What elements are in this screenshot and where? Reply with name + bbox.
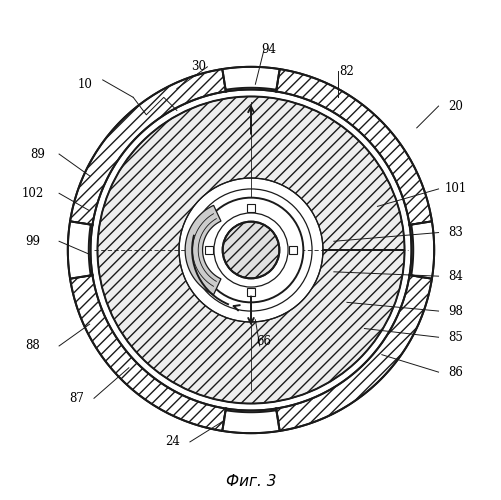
Bar xyxy=(247,204,254,212)
Text: 66: 66 xyxy=(256,335,271,348)
Text: 85: 85 xyxy=(448,330,462,344)
Text: 98: 98 xyxy=(448,304,462,318)
Circle shape xyxy=(222,222,279,278)
Polygon shape xyxy=(185,206,220,294)
Text: 83: 83 xyxy=(448,226,462,239)
Polygon shape xyxy=(222,410,279,433)
Circle shape xyxy=(213,213,288,287)
Text: Фиг. 3: Фиг. 3 xyxy=(225,474,276,488)
Bar xyxy=(247,288,254,296)
Text: 99: 99 xyxy=(26,235,41,248)
Polygon shape xyxy=(70,69,225,225)
Text: 89: 89 xyxy=(30,148,45,160)
Text: 82: 82 xyxy=(339,64,354,78)
Polygon shape xyxy=(276,275,431,431)
Text: 84: 84 xyxy=(448,270,462,282)
Polygon shape xyxy=(222,67,279,90)
Polygon shape xyxy=(276,69,431,225)
Bar xyxy=(289,246,296,254)
Polygon shape xyxy=(70,275,225,431)
Text: 102: 102 xyxy=(22,187,44,200)
Text: 20: 20 xyxy=(448,100,462,112)
Text: 94: 94 xyxy=(261,43,276,56)
Polygon shape xyxy=(410,222,433,278)
Circle shape xyxy=(198,198,303,302)
Text: 24: 24 xyxy=(165,436,179,448)
Text: 88: 88 xyxy=(26,340,40,352)
Text: 101: 101 xyxy=(444,182,466,196)
Text: 30: 30 xyxy=(191,60,206,74)
Polygon shape xyxy=(68,222,91,278)
Polygon shape xyxy=(97,96,404,404)
Text: 10: 10 xyxy=(78,78,93,91)
Text: 86: 86 xyxy=(448,366,462,378)
Bar xyxy=(205,246,212,254)
Text: 87: 87 xyxy=(69,392,84,405)
